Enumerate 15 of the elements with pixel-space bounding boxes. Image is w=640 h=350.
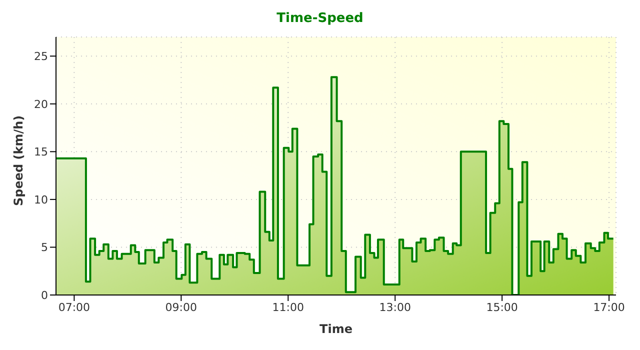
x-tick-label: 17:00 — [593, 300, 625, 314]
y-tick-label: 25 — [34, 50, 48, 64]
y-tick-label: 20 — [34, 98, 48, 111]
x-tick-label: 15:00 — [486, 300, 518, 314]
x-tick-label: 11:00 — [272, 300, 304, 314]
x-tick-label: 07:00 — [58, 300, 90, 314]
y-tick-label: 10 — [34, 193, 48, 206]
x-tick-label: 13:00 — [379, 300, 411, 314]
x-axis-title: Time — [320, 322, 352, 336]
chart-title: Time-Speed — [276, 10, 364, 28]
y-axis-title: Speed (km/h) — [11, 115, 26, 206]
x-tick-label: 09:00 — [165, 300, 198, 314]
y-tick-label: 0 — [41, 288, 48, 302]
y-tick-label: 15 — [34, 146, 48, 159]
y-tick-label: 5 — [41, 241, 48, 254]
